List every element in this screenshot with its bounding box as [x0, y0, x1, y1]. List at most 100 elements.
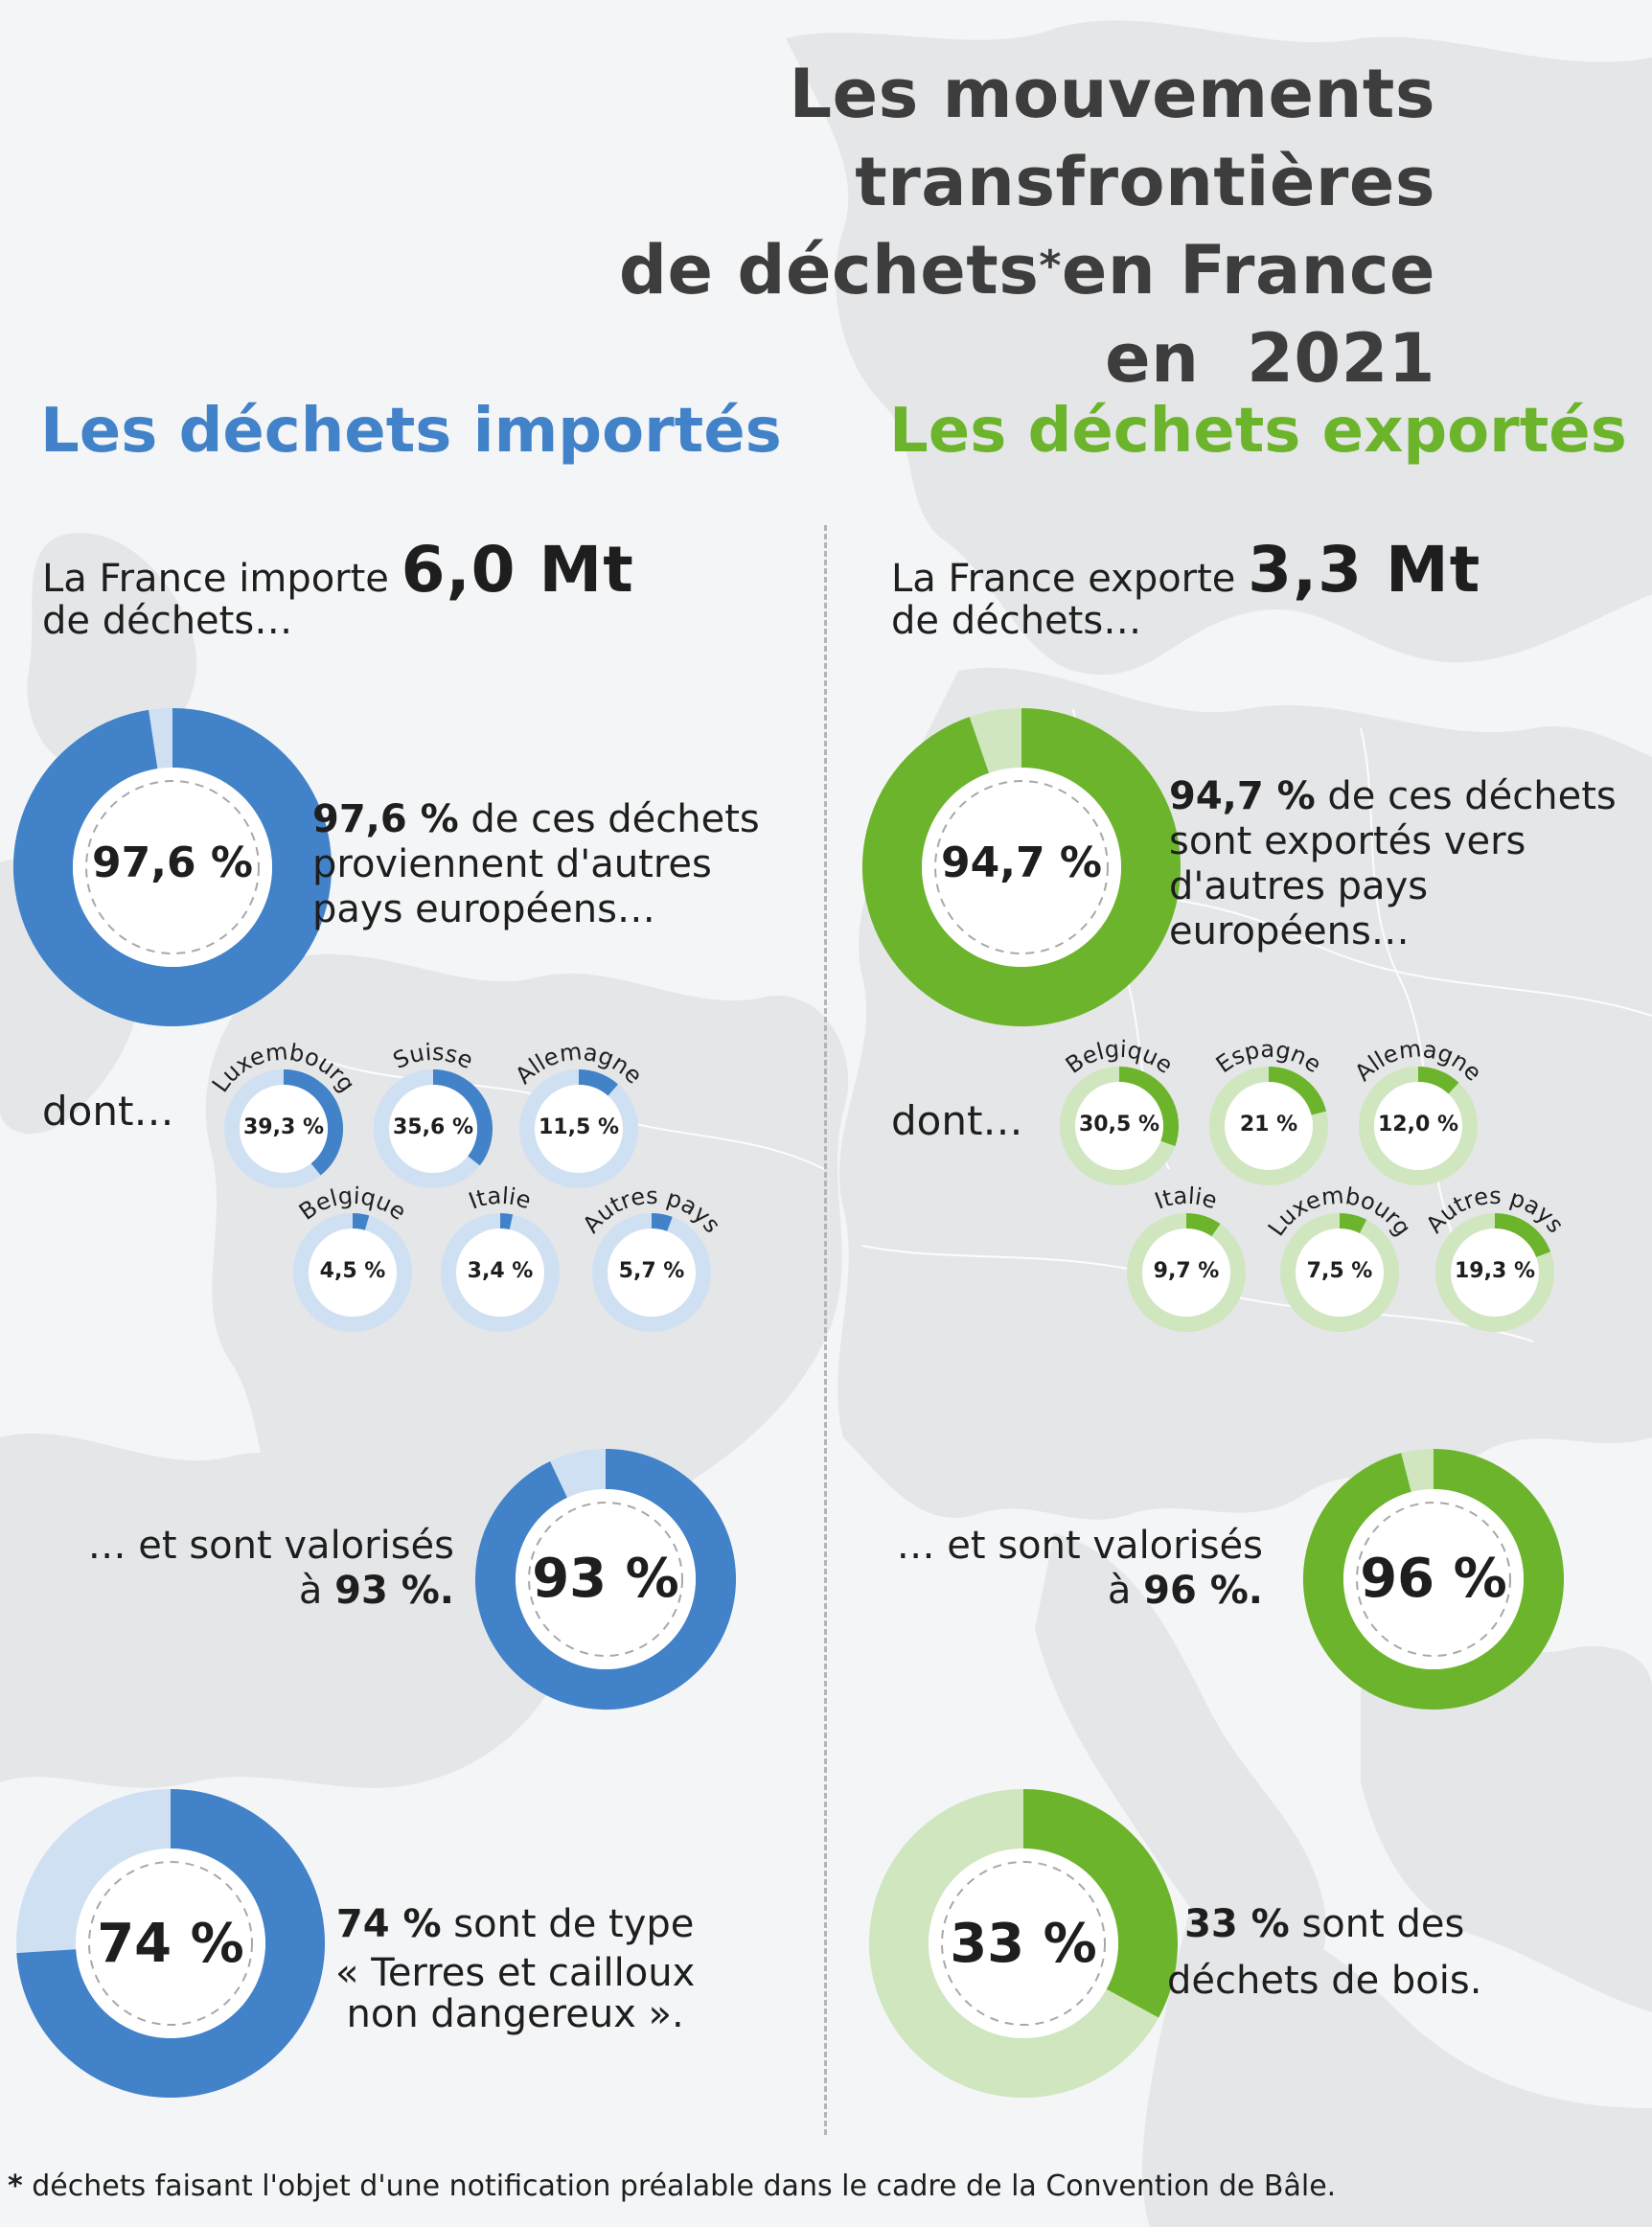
- exported-recovered-line-1: … et sont valorisés: [896, 1524, 1263, 1568]
- imported-suisse-name: Suisse: [389, 1039, 477, 1074]
- exported-belgique-donut: [1060, 1067, 1179, 1185]
- imported-recovered-donut: [475, 1449, 736, 1710]
- imported-suisse-donut-center: [389, 1085, 477, 1173]
- exported-luxembourg-donut-arc: [1339, 1213, 1367, 1234]
- imported-type-donut-center: [76, 1848, 265, 2038]
- imported-luxembourg-donut-arc: [283, 1069, 343, 1176]
- exported-wood-line-2: déchets de bois.: [1167, 1959, 1482, 2003]
- exported-recovered-donut-center: [1343, 1489, 1524, 1669]
- title-line-3: en 2021: [1105, 319, 1435, 398]
- exported-espagne-pct: 21 %: [1239, 1113, 1298, 1136]
- exported-allemagne-donut-center: [1374, 1082, 1462, 1170]
- exported-wood-text-1: sont des: [1289, 1902, 1465, 1946]
- exported-allemagne-donut: [1359, 1067, 1478, 1185]
- exported-recovered-bold: 96 %.: [1143, 1569, 1263, 1613]
- exported-wood-donut-center: [929, 1848, 1118, 2038]
- imported-allemagne-donut-arc: [578, 1069, 618, 1096]
- imported-italie-donut-center: [456, 1228, 544, 1317]
- exported-allemagne-donut-arc: [1417, 1067, 1459, 1094]
- exported-heading: Les déchets exportés: [889, 396, 1627, 467]
- imported-belgique-donut: [293, 1212, 412, 1332]
- exported-wood-donut-dashed-ring: [941, 1861, 1106, 2026]
- imported-type-line-1: 74 % sont de type: [335, 1902, 695, 1947]
- exported-italie-donut: [1127, 1213, 1246, 1332]
- exported-intro-line-2: de déchets…: [891, 599, 1142, 643]
- main-title: Les mouvements transfrontières de déchet…: [190, 50, 1435, 402]
- imported-recovered-donut-center: [516, 1489, 696, 1669]
- imported-suisse-donut-arc: [432, 1069, 493, 1166]
- imported-amount: 6,0 Mt: [401, 533, 634, 607]
- exported-european-line-3: d'autres pays: [1169, 864, 1429, 908]
- exported-recovered-donut-dashed-ring: [1356, 1502, 1511, 1657]
- exported-espagne-donut-center: [1225, 1082, 1313, 1170]
- title-line-1: Les mouvements transfrontières: [789, 55, 1435, 221]
- exported-wood-text: 33 % sont des déchets de bois.: [1167, 1902, 1481, 2004]
- imported-recovered-text: … et sont valorisés à 93 %.: [88, 1524, 454, 1614]
- imported-type-pct: 74 %: [97, 1913, 244, 1975]
- exported-luxembourg-pct: 7,5 %: [1306, 1259, 1373, 1283]
- exported-italie-donut-center: [1142, 1228, 1230, 1317]
- imported-luxembourg-donut-center: [240, 1085, 328, 1173]
- exported-european-line-2: sont exportés vers: [1169, 819, 1526, 863]
- imported-autres-pays-pct: 5,7 %: [618, 1259, 685, 1283]
- imported-italie-name: Italie: [465, 1182, 534, 1215]
- imported-type-donut: [16, 1789, 325, 2098]
- exported-amount: 3,3 Mt: [1248, 533, 1481, 607]
- imported-european-donut: [13, 708, 332, 1026]
- imported-dont: dont…: [42, 1088, 174, 1135]
- imported-autres-pays-donut-center: [608, 1228, 696, 1317]
- exported-european-donut-center: [922, 768, 1121, 967]
- imported-belgique-donut-arc: [352, 1212, 370, 1230]
- exported-recovered-pct: 96 %: [1360, 1548, 1507, 1610]
- imported-recovered-line-1: … et sont valorisés: [87, 1524, 454, 1568]
- imported-type-text: 74 % sont de type « Terres et cailloux n…: [335, 1902, 695, 2037]
- imported-heading: Les déchets importés: [40, 396, 782, 467]
- imported-type-donut-arc: [16, 1789, 325, 2098]
- imported-type-bold: 74 %: [335, 1902, 442, 1946]
- imported-recovered-text-2a: à: [298, 1569, 335, 1613]
- title-line-2b: en France: [1061, 231, 1435, 310]
- imported-allemagne-pct: 11,5 %: [539, 1115, 619, 1139]
- imported-european-donut-center: [73, 768, 272, 967]
- exported-autres-pays-donut: [1435, 1213, 1554, 1332]
- imported-intro: La France importe 6,0 Mt de déchets…: [42, 539, 634, 645]
- imported-european-donut-arc: [13, 708, 332, 1026]
- exported-luxembourg-donut: [1280, 1213, 1399, 1332]
- imported-autres-pays-donut: [592, 1213, 711, 1332]
- imported-allemagne-donut-center: [535, 1085, 623, 1173]
- imported-european-text: 97,6 % de ces déchets proviennent d'autr…: [312, 797, 760, 932]
- exported-wood-line-1: 33 % sont des: [1167, 1902, 1481, 1947]
- imported-luxembourg-donut: [224, 1069, 343, 1188]
- exported-autres-pays-pct: 19,3 %: [1455, 1259, 1535, 1283]
- imported-suisse-donut: [374, 1069, 493, 1188]
- exported-intro-line-1: La France exporte 3,3 Mt: [891, 539, 1480, 603]
- imported-italie-donut-arc: [499, 1213, 514, 1230]
- imported-luxembourg-pct: 39,3 %: [243, 1115, 324, 1139]
- imported-allemagne-donut: [519, 1069, 638, 1188]
- exported-allemagne-pct: 12,0 %: [1378, 1113, 1458, 1136]
- imported-italie-donut: [441, 1213, 560, 1332]
- imported-type-line-2: « Terres et cailloux: [335, 1951, 696, 1995]
- title-asterisk: *: [1039, 241, 1062, 290]
- exported-autres-pays-donut-arc: [1494, 1213, 1551, 1258]
- exported-european-text: 94,7 % de ces déchets sont exportés vers…: [1169, 774, 1617, 954]
- exported-belgique-pct: 30,5 %: [1079, 1113, 1159, 1136]
- exported-european-pct: 94,7 %: [941, 838, 1102, 887]
- imported-type-line-3: non dangereux ».: [346, 1992, 684, 2036]
- imported-type-donut-dashed-ring: [88, 1861, 253, 2026]
- footnote-asterisk: *: [8, 2170, 23, 2203]
- exported-italie-pct: 9,7 %: [1153, 1259, 1220, 1283]
- exported-belgique-donut-arc: [1118, 1067, 1179, 1146]
- imported-european-text-1: de ces déchets: [458, 797, 760, 841]
- exported-espagne-donut: [1209, 1067, 1328, 1185]
- imported-intro-line-1: La France importe 6,0 Mt: [42, 539, 634, 603]
- imported-european-line-2: proviennent d'autres: [312, 842, 712, 886]
- exported-recovered-donut-arc: [1303, 1449, 1564, 1710]
- imported-autres-pays-donut-arc: [651, 1213, 673, 1232]
- exported-recovered-text: … et sont valorisés à 96 %.: [897, 1524, 1263, 1614]
- exported-european-text-1: de ces déchets: [1315, 774, 1617, 818]
- exported-european-donut: [862, 708, 1181, 1026]
- exported-luxembourg-donut-center: [1296, 1228, 1384, 1317]
- footnote-text: déchets faisant l'objet d'une notificati…: [22, 2170, 1337, 2203]
